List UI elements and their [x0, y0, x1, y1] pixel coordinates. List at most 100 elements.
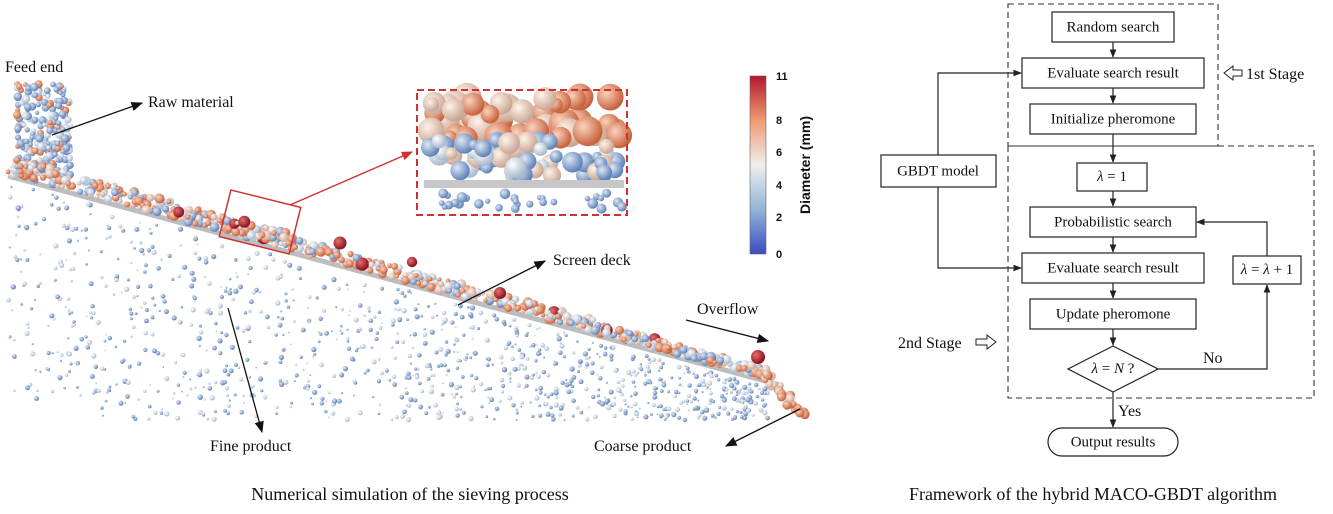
box-increment: λ = λ + 1 — [1232, 255, 1302, 285]
fine-particle — [535, 343, 538, 346]
fine-particle — [676, 364, 682, 370]
fine-particle — [84, 236, 88, 240]
fine-particle — [653, 386, 658, 391]
fine-particle — [755, 394, 759, 399]
decision-diamond: λ = N ? — [1066, 345, 1160, 393]
fine-particle — [470, 324, 476, 330]
fine-particle — [393, 308, 397, 311]
fine-particle — [38, 253, 42, 256]
fine-particle — [544, 401, 549, 407]
large-particle — [406, 256, 418, 268]
fine-particle — [549, 392, 554, 397]
fine-particle — [319, 362, 324, 368]
colorbar-tick: 8 — [776, 115, 782, 127]
bed-particle — [540, 313, 546, 318]
fine-particle — [162, 299, 167, 304]
fine-particle — [134, 312, 138, 316]
bed-particle — [194, 206, 201, 214]
fine-particle — [309, 396, 313, 400]
fine-particle — [85, 201, 91, 207]
fine-particle — [24, 330, 30, 336]
fine-particle — [417, 352, 422, 358]
fine-particle — [222, 380, 227, 385]
fine-particle — [46, 350, 51, 356]
fine-particle — [8, 338, 11, 340]
fine-particle — [636, 371, 640, 375]
fine-particle — [743, 404, 748, 409]
fine-particle — [656, 405, 660, 409]
fine-particle — [714, 416, 717, 419]
zoom-particle — [480, 104, 500, 124]
fine-particle — [208, 311, 213, 316]
feed-particle — [27, 141, 33, 147]
fine-particle — [564, 378, 568, 382]
fine-particle — [292, 299, 295, 302]
fine-particle — [732, 376, 737, 381]
fine-particle — [509, 377, 512, 380]
box-evaluate-2: Evaluate search result — [1021, 252, 1205, 284]
fine-particle — [558, 350, 563, 356]
fine-particle — [91, 353, 97, 359]
feed-particle — [38, 116, 47, 125]
fine-particle — [15, 205, 21, 211]
fine-particle — [677, 415, 682, 420]
fine-particle — [289, 405, 293, 409]
fine-particle — [633, 373, 638, 377]
fine-particle — [410, 291, 413, 294]
bed-particle — [483, 298, 488, 303]
fine-particle — [36, 284, 40, 289]
fine-particle — [278, 360, 283, 365]
fine-particle — [79, 337, 84, 342]
fine-particle — [724, 378, 727, 381]
fine-particle — [353, 317, 359, 323]
zoom-particle — [444, 147, 458, 160]
fine-particle — [546, 395, 550, 399]
fine-particle — [416, 367, 420, 371]
fine-particle — [368, 309, 371, 313]
fine-particle — [436, 414, 442, 420]
fine-particle — [494, 406, 500, 412]
fine-particle — [311, 355, 315, 358]
fine-particle — [424, 411, 429, 416]
fine-particle — [205, 349, 208, 352]
feed-particle — [53, 86, 60, 93]
fine-particle — [710, 413, 715, 418]
fine-particle — [203, 398, 206, 401]
fine-particle — [612, 402, 617, 407]
fine-particle — [160, 258, 163, 261]
fine-particle — [231, 297, 235, 302]
fine-particle — [538, 413, 543, 418]
fine-particle — [489, 397, 495, 403]
fine-particle — [280, 316, 285, 321]
fine-particle — [293, 320, 296, 323]
fine-particle — [748, 382, 752, 386]
fine-particle — [396, 287, 400, 292]
fine-particle — [282, 259, 287, 264]
feed-particle — [55, 120, 62, 126]
fine-particle — [538, 404, 542, 408]
fine-particle — [233, 288, 239, 294]
fine-particle — [510, 356, 516, 362]
fine-particle — [362, 290, 365, 293]
fine-particle — [657, 357, 662, 362]
feed-particle — [58, 110, 67, 118]
fine-particle — [209, 395, 215, 401]
feed-particle — [64, 116, 72, 124]
bed-particle — [116, 186, 121, 191]
fine-particle — [160, 293, 166, 299]
fine-particle — [543, 393, 547, 396]
fine-particle — [225, 286, 228, 289]
fine-particle — [193, 236, 199, 242]
fine-particle — [527, 323, 532, 328]
bed-particle — [631, 335, 639, 343]
fine-particle — [420, 314, 424, 318]
fine-particle — [248, 340, 252, 344]
fine-particle — [327, 416, 330, 419]
fine-particle — [381, 322, 383, 325]
fine-particle — [289, 343, 292, 346]
fine-particle — [692, 372, 695, 375]
fine-particle — [13, 254, 17, 259]
fine-particle — [472, 350, 478, 356]
zoom-particle — [533, 87, 557, 111]
bed-particle — [454, 282, 461, 290]
